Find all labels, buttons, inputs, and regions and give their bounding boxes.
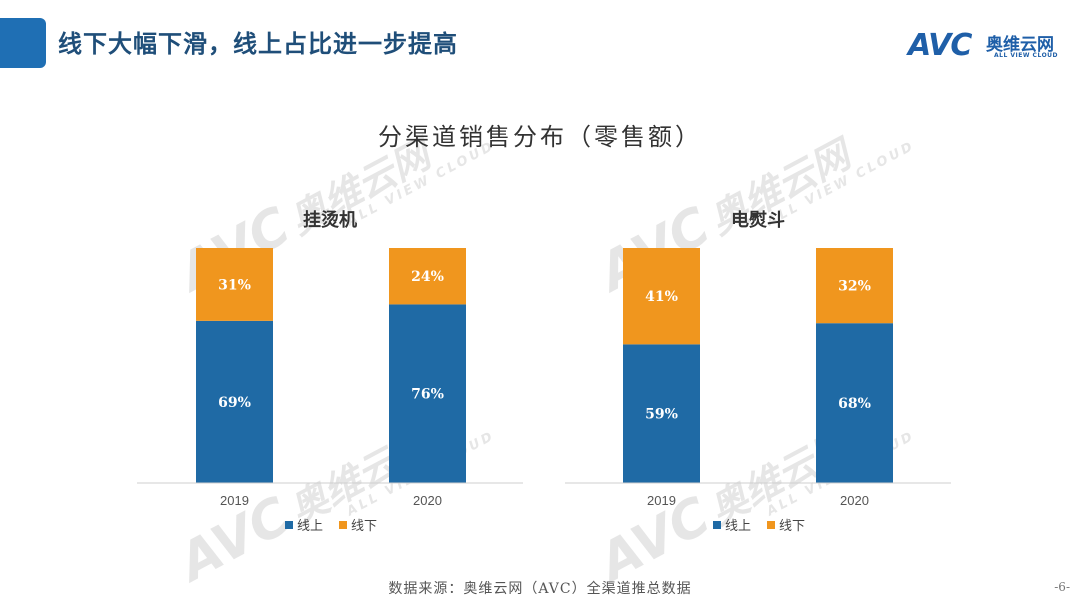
data-label: 24% [411, 269, 444, 285]
chart-panel-title: 挂烫机 [303, 209, 357, 231]
bar-segment [389, 248, 466, 305]
data-label: 41% [645, 289, 678, 305]
bar-segment [623, 248, 700, 345]
data-source-note: 数据来源：奥维云网（AVC）全渠道推总数据 [388, 581, 692, 597]
chart-title: 分渠道销售分布（零售额） [378, 123, 702, 151]
x-tick-label: 2020 [413, 493, 442, 508]
avc-logo: AVC 奥维云网 ALL VIEW CLOUD [908, 28, 1068, 68]
data-label: 59% [645, 407, 678, 423]
bar-segment [196, 248, 273, 321]
data-label: 69% [218, 395, 251, 411]
bar-segment [816, 323, 893, 483]
legend-entry: 线下 [779, 519, 805, 534]
page-number: -6- [1054, 580, 1070, 594]
x-tick-label: 2019 [220, 493, 249, 508]
legend-swatch [339, 521, 347, 529]
legend-swatch [285, 521, 293, 529]
bar-segment [623, 344, 700, 483]
chart-panel-title: 电熨斗 [731, 209, 785, 231]
bar-segment [389, 304, 466, 483]
legend-swatch [767, 521, 775, 529]
data-label: 31% [218, 277, 251, 293]
data-label: 32% [838, 279, 871, 295]
logo-en-text: ALL VIEW CLOUD [994, 52, 1059, 59]
page-title: 线下大幅下滑，线上占比进一步提高 [58, 30, 458, 58]
bar-segment [196, 320, 273, 483]
legend-entry: 线上 [725, 519, 751, 534]
x-tick-label: 2020 [840, 493, 869, 508]
legend-entry: 线下 [351, 519, 377, 534]
header-accent-bar [0, 18, 46, 68]
legend-entry: 线上 [297, 519, 323, 534]
logo-mark: AVC [908, 28, 972, 63]
x-tick-label: 2019 [647, 493, 676, 508]
logo-cn-text: 奥维云网 [986, 35, 1054, 55]
legend-swatch [713, 521, 721, 529]
data-label: 68% [838, 396, 871, 412]
bar-segment [816, 248, 893, 324]
data-label: 76% [411, 387, 444, 403]
